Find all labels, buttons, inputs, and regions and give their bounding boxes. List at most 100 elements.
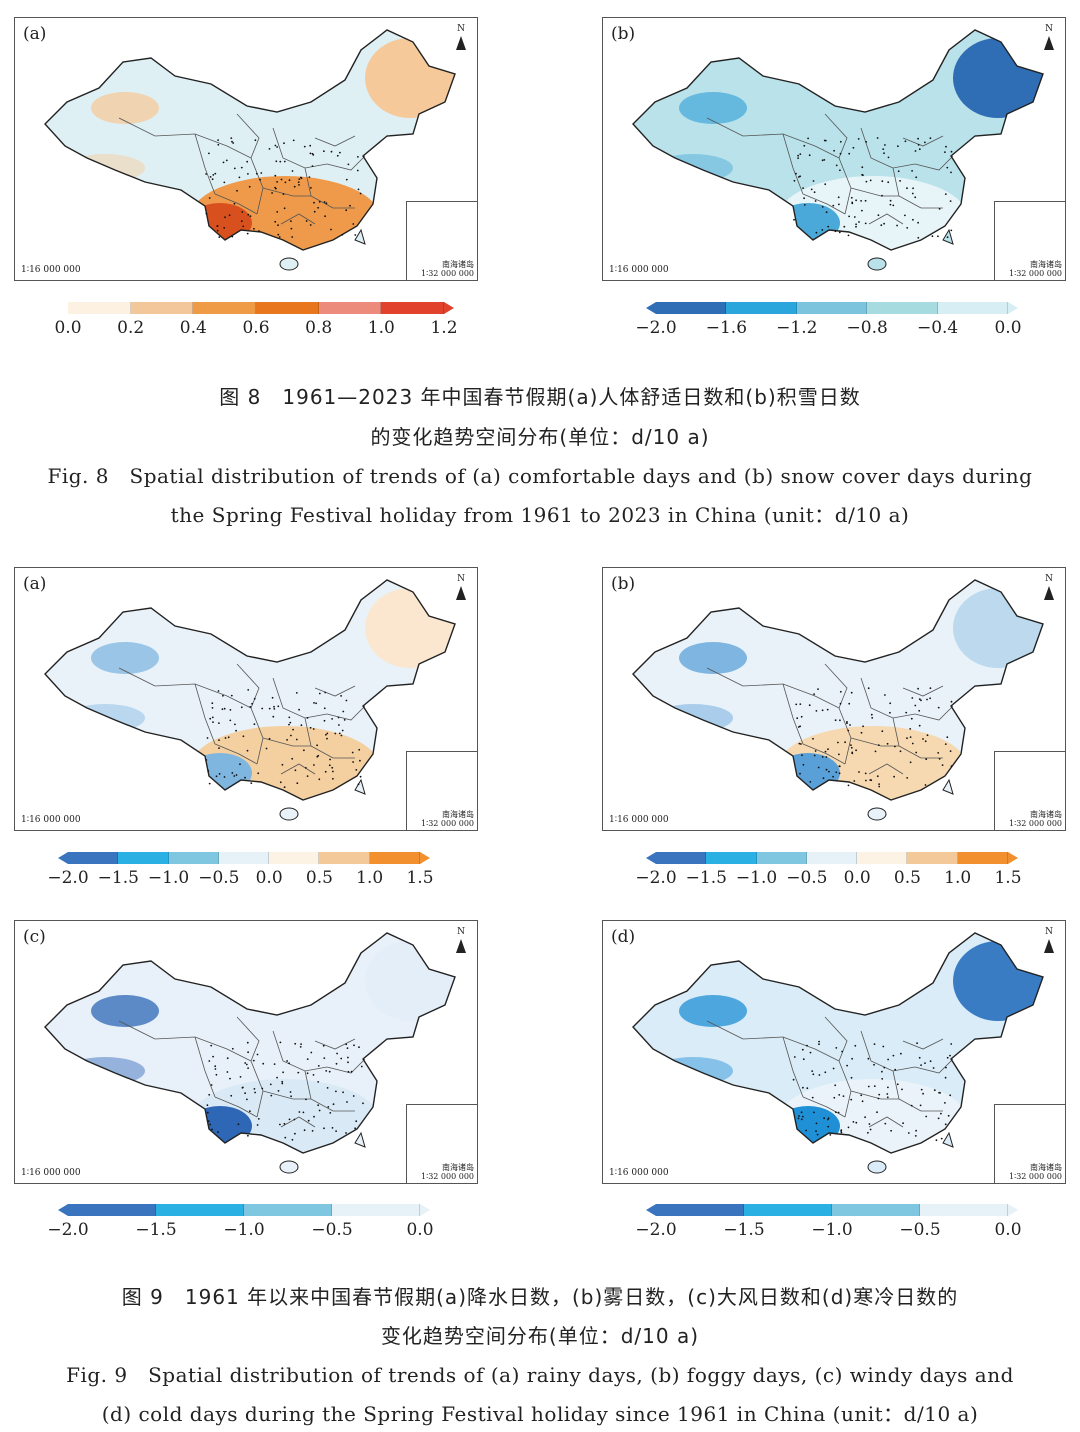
- south-china-sea-inset: 南海诸岛 1∶32 000 000: [994, 751, 1065, 830]
- colorbar-tick-label: 0.5: [893, 868, 921, 888]
- significance-dot: [245, 1063, 248, 1066]
- colorbar-tick-label: −1.0: [735, 868, 778, 888]
- significance-dot: [857, 138, 860, 140]
- significance-dot: [215, 775, 218, 778]
- province-border: [914, 1058, 954, 1074]
- significance-dot: [284, 1136, 287, 1139]
- significance-dot: [276, 181, 278, 183]
- significance-dot: [229, 719, 232, 722]
- significance-dot: [894, 1068, 897, 1071]
- significance-dots: [795, 687, 953, 788]
- map-northeast-region: [365, 941, 455, 1021]
- province-border: [236, 663, 260, 709]
- significance-dot: [868, 1123, 871, 1125]
- significance-dot: [284, 181, 287, 184]
- significance-dot: [229, 709, 232, 711]
- colorbar-tick-label: −0.5: [786, 868, 828, 888]
- significance-dot: [347, 1070, 350, 1073]
- significance-dot: [340, 734, 343, 737]
- significance-dot: [914, 1135, 917, 1137]
- significance-dot: [797, 176, 800, 178]
- significance-dot: [223, 227, 226, 229]
- significance-dot: [234, 723, 236, 726]
- significance-dot: [205, 759, 208, 761]
- significance-dot: [882, 148, 885, 151]
- province-border: [860, 677, 916, 719]
- colorbar-swatch: [193, 302, 256, 314]
- significance-dot: [212, 721, 214, 723]
- significance-dot: [343, 719, 346, 721]
- significance-dot: [362, 1102, 364, 1105]
- significance-dot: [331, 1127, 334, 1129]
- significance-dot: [323, 150, 325, 153]
- fig9-panel-d: (d) N 1∶16 000 000 南海诸岛 1∶32 000 000: [602, 920, 1066, 1184]
- significance-dot: [867, 1131, 869, 1134]
- significance-dot: [850, 691, 853, 694]
- significance-dot: [273, 1063, 276, 1065]
- significance-dot: [311, 165, 314, 168]
- significance-dot: [937, 706, 940, 709]
- significance-dot: [277, 224, 279, 227]
- significance-dot: [869, 779, 872, 781]
- province-border: [194, 683, 216, 745]
- significance-dot: [924, 740, 927, 743]
- colorbar-swatch: [744, 1204, 832, 1216]
- province-border: [280, 763, 316, 775]
- significance-dot: [276, 211, 279, 213]
- significance-dot: [237, 1123, 240, 1126]
- colorbar-swatch: [656, 1204, 744, 1216]
- country-border: [44, 29, 456, 251]
- colorbar-swatch: [806, 852, 858, 864]
- significance-dot: [841, 1050, 843, 1053]
- significance-dot: [889, 199, 892, 202]
- significance-dot: [217, 690, 220, 692]
- significance-dot: [918, 148, 921, 151]
- significance-dot: [842, 1095, 845, 1097]
- significance-dot: [896, 1083, 899, 1086]
- significance-dot: [824, 750, 827, 753]
- significance-dot: [917, 221, 919, 224]
- significance-dot: [852, 146, 855, 149]
- taiwan-island: [942, 1131, 954, 1148]
- significance-dot: [357, 188, 360, 191]
- significance-dot: [211, 1128, 213, 1131]
- significance-dot: [829, 1134, 832, 1136]
- significance-dot: [881, 1070, 883, 1073]
- significance-dot: [293, 1118, 296, 1121]
- significance-dot: [892, 1054, 895, 1057]
- significance-dot: [341, 233, 344, 236]
- significance-dot: [906, 737, 908, 740]
- south-china-sea-inset: 南海诸岛 1∶32 000 000: [994, 1104, 1065, 1183]
- fig9a-map: [44, 579, 456, 821]
- significance-dot: [818, 1043, 820, 1046]
- significance-dot: [212, 1055, 215, 1058]
- significance-dot: [806, 1087, 809, 1090]
- significance-dot: [889, 711, 891, 714]
- significance-dot: [867, 687, 870, 690]
- significance-dot: [351, 751, 354, 754]
- significance-dot: [317, 1104, 320, 1107]
- significance-dot: [827, 748, 829, 751]
- significance-dot: [211, 707, 214, 709]
- province-border: [802, 193, 846, 215]
- significance-dot: [800, 1118, 803, 1121]
- significance-dot: [932, 1067, 935, 1069]
- significance-dot: [230, 694, 233, 697]
- map-scale: 1∶16 000 000: [609, 1168, 669, 1178]
- significance-dot: [853, 780, 856, 782]
- significance-dot: [312, 154, 315, 156]
- significance-dot: [303, 145, 306, 148]
- province-border: [326, 155, 366, 171]
- significance-dot: [253, 723, 256, 726]
- colorbar-swatches: [68, 852, 420, 864]
- significance-dot: [899, 180, 901, 182]
- significance-dot: [821, 229, 824, 231]
- significance-dot: [240, 166, 243, 169]
- significance-dot: [938, 1091, 940, 1094]
- significance-dot: [940, 1137, 943, 1140]
- significance-dot: [839, 719, 841, 722]
- province-border: [214, 1096, 258, 1118]
- significance-dot: [933, 1089, 936, 1092]
- map-scale: 1∶16 000 000: [21, 265, 81, 275]
- significance-dot: [218, 747, 220, 749]
